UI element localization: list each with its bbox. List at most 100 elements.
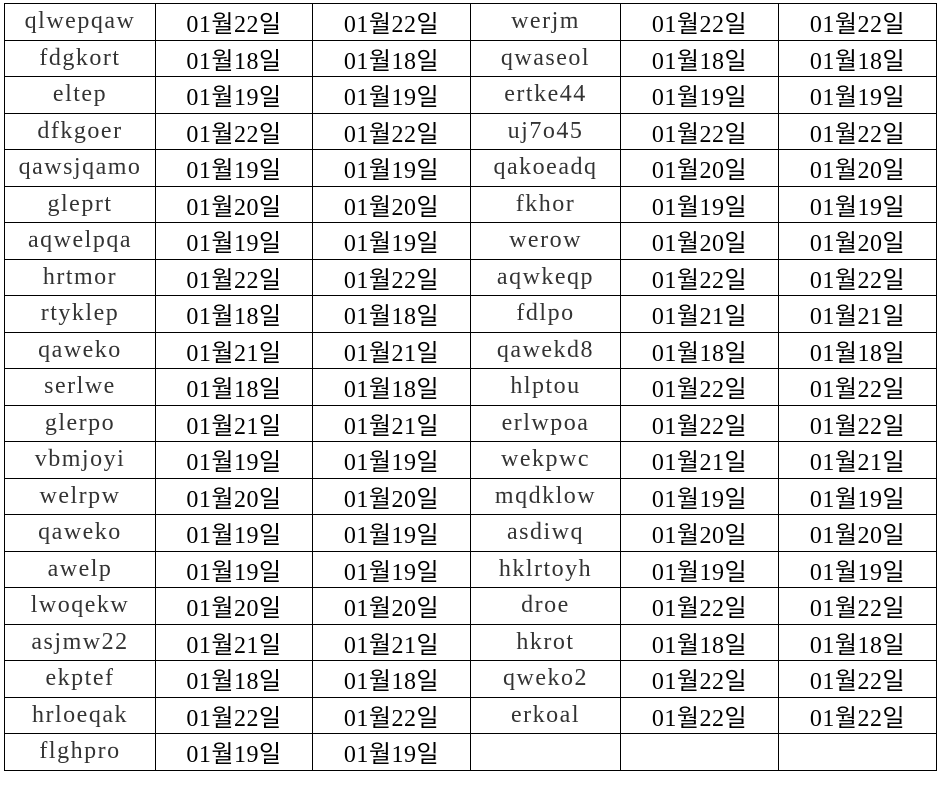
right-date-cell-1[interactable]: 01월19일: [620, 477, 779, 515]
right-name-cell[interactable]: [470, 733, 621, 771]
left-date-cell-2[interactable]: 01월20일: [312, 587, 471, 625]
right-date-cell-2[interactable]: 01월22일: [778, 258, 937, 296]
left-date-cell-2[interactable]: 01월22일: [312, 258, 471, 296]
right-date-cell-1[interactable]: 01월22일: [620, 660, 779, 698]
left-date-cell-1[interactable]: 01월21일: [155, 404, 313, 442]
right-date-cell-1[interactable]: 01월22일: [620, 112, 779, 150]
left-date-cell-2[interactable]: 01월22일: [312, 3, 471, 41]
left-date-cell-2[interactable]: 01월19일: [312, 149, 471, 187]
right-name-cell[interactable]: werow: [470, 222, 621, 260]
left-date-cell-2[interactable]: 01월19일: [312, 733, 471, 771]
left-date-cell-2[interactable]: 01월19일: [312, 222, 471, 260]
left-name-cell[interactable]: welrpw: [4, 477, 156, 515]
right-date-cell-1[interactable]: 01월22일: [620, 696, 779, 734]
left-name-cell[interactable]: gleprt: [4, 185, 156, 223]
right-date-cell-2[interactable]: 01월19일: [778, 477, 937, 515]
left-name-cell[interactable]: eltep: [4, 76, 156, 114]
left-date-cell-2[interactable]: 01월21일: [312, 404, 471, 442]
right-date-cell-2[interactable]: 01월21일: [778, 441, 937, 479]
left-name-cell[interactable]: qaweko: [4, 514, 156, 552]
right-name-cell[interactable]: asdiwq: [470, 514, 621, 552]
right-date-cell-1[interactable]: 01월22일: [620, 258, 779, 296]
right-name-cell[interactable]: wekpwc: [470, 441, 621, 479]
left-date-cell-1[interactable]: 01월21일: [155, 331, 313, 369]
right-name-cell[interactable]: qwaseol: [470, 39, 621, 77]
right-date-cell-2[interactable]: 01월18일: [778, 623, 937, 661]
left-name-cell[interactable]: dfkgoer: [4, 112, 156, 150]
right-date-cell-1[interactable]: 01월19일: [620, 550, 779, 588]
left-name-cell[interactable]: fdgkort: [4, 39, 156, 77]
right-date-cell-2[interactable]: 01월20일: [778, 149, 937, 187]
left-date-cell-1[interactable]: 01월20일: [155, 587, 313, 625]
right-name-cell[interactable]: aqwkeqp: [470, 258, 621, 296]
right-date-cell-1[interactable]: 01월22일: [620, 587, 779, 625]
left-name-cell[interactable]: awelp: [4, 550, 156, 588]
right-date-cell-2[interactable]: 01월18일: [778, 331, 937, 369]
left-name-cell[interactable]: lwoqekw: [4, 587, 156, 625]
right-date-cell-2[interactable]: 01월22일: [778, 587, 937, 625]
right-date-cell-1[interactable]: 01월20일: [620, 222, 779, 260]
left-date-cell-2[interactable]: 01월22일: [312, 112, 471, 150]
right-name-cell[interactable]: erkoal: [470, 696, 621, 734]
right-date-cell-1[interactable]: 01월19일: [620, 76, 779, 114]
left-name-cell[interactable]: hrloeqak: [4, 696, 156, 734]
left-date-cell-1[interactable]: 01월19일: [155, 733, 313, 771]
right-name-cell[interactable]: hkrot: [470, 623, 621, 661]
left-name-cell[interactable]: flghpro: [4, 733, 156, 771]
left-date-cell-1[interactable]: 01월19일: [155, 441, 313, 479]
right-name-cell[interactable]: uj7o45: [470, 112, 621, 150]
right-name-cell[interactable]: qakoeadq: [470, 149, 621, 187]
left-date-cell-2[interactable]: 01월18일: [312, 39, 471, 77]
right-date-cell-1[interactable]: 01월18일: [620, 39, 779, 77]
right-date-cell-2[interactable]: 01월18일: [778, 39, 937, 77]
right-name-cell[interactable]: qawekd8: [470, 331, 621, 369]
left-date-cell-2[interactable]: 01월20일: [312, 477, 471, 515]
left-name-cell[interactable]: rtyklep: [4, 295, 156, 333]
left-name-cell[interactable]: aqwelpqa: [4, 222, 156, 260]
right-name-cell[interactable]: mqdklow: [470, 477, 621, 515]
right-name-cell[interactable]: droe: [470, 587, 621, 625]
right-date-cell-2[interactable]: 01월19일: [778, 185, 937, 223]
right-date-cell-2[interactable]: 01월22일: [778, 660, 937, 698]
right-date-cell-1[interactable]: 01월22일: [620, 404, 779, 442]
right-date-cell-2[interactable]: [778, 733, 937, 771]
left-date-cell-1[interactable]: 01월18일: [155, 368, 313, 406]
right-name-cell[interactable]: qweko2: [470, 660, 621, 698]
left-date-cell-1[interactable]: 01월19일: [155, 149, 313, 187]
left-date-cell-2[interactable]: 01월19일: [312, 441, 471, 479]
right-date-cell-1[interactable]: 01월19일: [620, 185, 779, 223]
left-name-cell[interactable]: ekptef: [4, 660, 156, 698]
left-date-cell-1[interactable]: 01월19일: [155, 76, 313, 114]
left-name-cell[interactable]: vbmjoyi: [4, 441, 156, 479]
left-date-cell-1[interactable]: 01월18일: [155, 660, 313, 698]
left-date-cell-2[interactable]: 01월18일: [312, 660, 471, 698]
left-name-cell[interactable]: glerpo: [4, 404, 156, 442]
left-date-cell-1[interactable]: 01월22일: [155, 112, 313, 150]
right-name-cell[interactable]: ertke44: [470, 76, 621, 114]
left-date-cell-2[interactable]: 01월19일: [312, 514, 471, 552]
left-date-cell-1[interactable]: 01월20일: [155, 477, 313, 515]
right-date-cell-1[interactable]: 01월22일: [620, 3, 779, 41]
right-date-cell-2[interactable]: 01월20일: [778, 222, 937, 260]
right-date-cell-1[interactable]: 01월20일: [620, 149, 779, 187]
left-date-cell-1[interactable]: 01월22일: [155, 258, 313, 296]
left-name-cell[interactable]: serlwe: [4, 368, 156, 406]
left-date-cell-2[interactable]: 01월19일: [312, 550, 471, 588]
right-date-cell-1[interactable]: 01월20일: [620, 514, 779, 552]
right-date-cell-2[interactable]: 01월22일: [778, 404, 937, 442]
left-date-cell-2[interactable]: 01월20일: [312, 185, 471, 223]
left-date-cell-1[interactable]: 01월22일: [155, 3, 313, 41]
right-name-cell[interactable]: werjm: [470, 3, 621, 41]
right-date-cell-1[interactable]: 01월21일: [620, 441, 779, 479]
left-date-cell-1[interactable]: 01월20일: [155, 185, 313, 223]
right-name-cell[interactable]: hklrtoyh: [470, 550, 621, 588]
left-date-cell-1[interactable]: 01월18일: [155, 39, 313, 77]
left-date-cell-1[interactable]: 01월19일: [155, 550, 313, 588]
right-date-cell-2[interactable]: 01월22일: [778, 368, 937, 406]
right-date-cell-2[interactable]: 01월22일: [778, 112, 937, 150]
left-name-cell[interactable]: asjmw22: [4, 623, 156, 661]
right-name-cell[interactable]: fkhor: [470, 185, 621, 223]
right-date-cell-2[interactable]: 01월19일: [778, 76, 937, 114]
left-date-cell-2[interactable]: 01월18일: [312, 368, 471, 406]
right-date-cell-1[interactable]: 01월18일: [620, 331, 779, 369]
